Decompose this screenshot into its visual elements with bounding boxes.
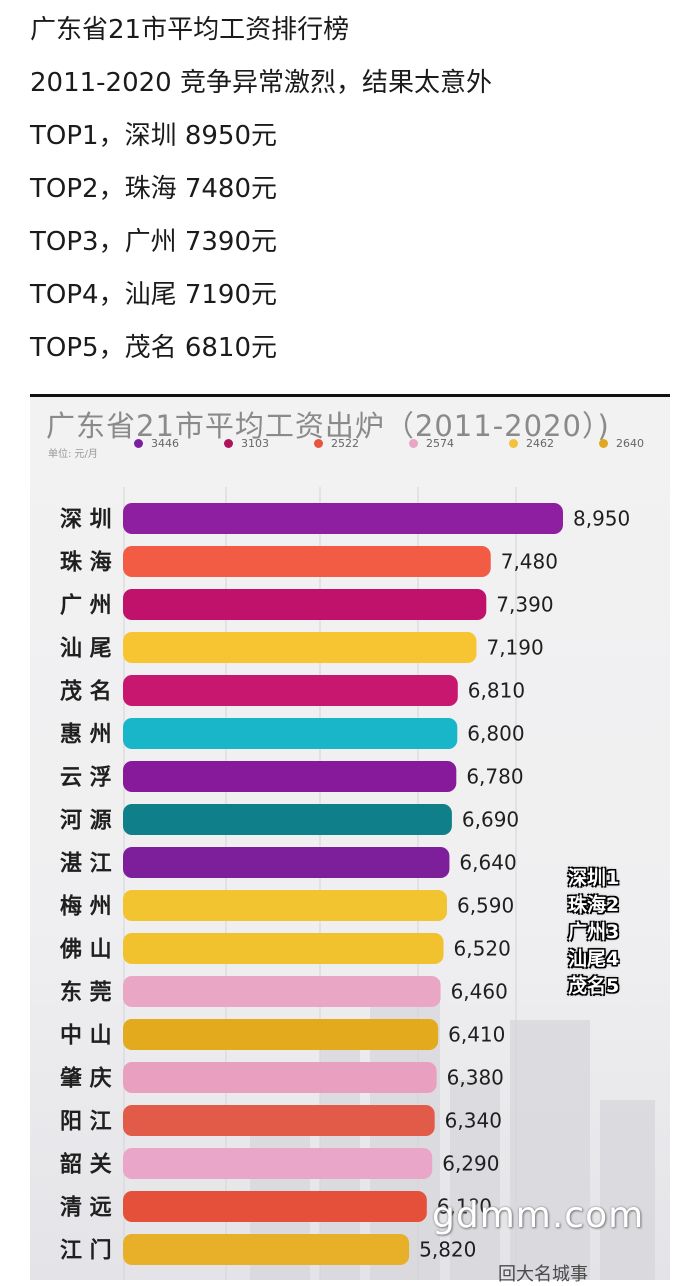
value-label: 6,340 [445, 1109, 502, 1133]
category-label: 中 山 [60, 1024, 112, 1049]
bar [123, 890, 447, 921]
post-top5: TOP5，茂名 6810元 [30, 333, 278, 363]
category-label: 肇 庆 [60, 1066, 112, 1092]
top5-annotation-line: 汕尾4 [568, 948, 620, 970]
bar [123, 1234, 410, 1265]
value-label: 7,390 [496, 593, 553, 617]
post-subtitle: 2011-2020 竞争异常激烈，结果太意外 [30, 68, 492, 98]
value-label: 6,590 [457, 894, 514, 918]
legend-label: 2522 [331, 437, 359, 450]
category-label: 韶 关 [60, 1152, 112, 1178]
chart-unit: 单位: 元/月 [48, 449, 98, 460]
bar [123, 675, 458, 706]
category-label: 东 莞 [60, 980, 112, 1006]
bar [123, 804, 452, 835]
legend-label: 3103 [241, 437, 269, 450]
legend-label: 2462 [526, 437, 554, 450]
value-label: 7,190 [486, 636, 543, 660]
site-watermark: gdmm.com [432, 1195, 645, 1236]
bar [123, 1105, 435, 1136]
bar [123, 589, 487, 620]
category-label: 阳 江 [60, 1110, 112, 1135]
value-label: 6,380 [447, 1066, 504, 1090]
divider-line [30, 394, 670, 397]
value-label: 6,640 [459, 851, 516, 875]
top5-annotation-line: 珠海2 [568, 894, 620, 916]
category-label: 河 源 [60, 809, 112, 834]
value-label: 8,950 [573, 507, 630, 531]
category-label: 梅 州 [60, 894, 112, 920]
category-label: 佛 山 [59, 938, 112, 963]
chart-title: 广东省21市平均工资出炉（2011-2020）) [46, 409, 610, 443]
post-top4: TOP4，汕尾 7190元 [30, 280, 278, 310]
bar [123, 632, 477, 663]
category-label: 云 浮 [60, 765, 112, 791]
bar [123, 847, 450, 878]
bar [123, 503, 563, 534]
legend-label: 2640 [616, 437, 644, 450]
bar [123, 933, 444, 964]
chart-image: 广东省21市平均工资出炉（2011-2020）) 单位: 元/月 3446 31… [30, 397, 670, 1280]
top5-annotation-line: 深圳1 [568, 867, 620, 889]
value-label: 6,690 [462, 808, 519, 832]
value-label: 6,460 [451, 980, 508, 1004]
value-label: 6,290 [442, 1152, 499, 1176]
footer-caption: 回大名城事 [498, 1264, 588, 1285]
category-label: 惠 州 [60, 723, 112, 748]
legend-item: 3103 [224, 437, 269, 450]
post-top3: TOP3，广州 7390元 [30, 227, 278, 257]
category-label: 汕 尾 [60, 637, 112, 662]
bar-chart-plot: 深 圳 8,950 珠 海 7,480 广 州 7,390 汕 尾 7,190 茂 名 6,810… [59, 487, 630, 1280]
bar [123, 546, 491, 577]
bar [123, 1148, 433, 1179]
value-label: 6,800 [467, 722, 524, 746]
post-top2: TOP2，珠海 7480元 [30, 174, 278, 204]
value-label: 6,520 [454, 937, 511, 961]
bar [123, 718, 458, 749]
legend-dot [409, 439, 418, 448]
legend-item: 2574 [409, 437, 454, 450]
category-label: 清 远 [60, 1195, 112, 1221]
bar [123, 1191, 427, 1222]
bar [123, 1019, 439, 1050]
chart-legend: 3446 3103 2522 2574 2462 2640 [134, 437, 664, 457]
legend-item: 3446 [134, 437, 179, 450]
legend-dot [224, 439, 233, 448]
legend-item: 2522 [314, 437, 359, 450]
category-label: 珠 海 [60, 550, 112, 576]
post-title: 广东省21市平均工资排行榜 [30, 15, 350, 45]
legend-dot [134, 439, 143, 448]
top5-annotation-line: 广州3 [568, 921, 620, 943]
category-label: 江 门 [60, 1238, 112, 1264]
post-top1: TOP1，深圳 8950元 [30, 121, 278, 151]
legend-dot [599, 439, 608, 448]
value-label: 6,410 [448, 1023, 505, 1047]
category-label: 广 州 [60, 593, 112, 619]
value-label: 6,810 [468, 679, 525, 703]
category-label: 深 圳 [60, 508, 112, 533]
legend-item: 2640 [599, 437, 644, 450]
category-label: 湛 江 [60, 851, 112, 877]
legend-label: 2574 [426, 437, 454, 450]
value-label: 6,780 [466, 765, 523, 789]
legend-dot [509, 439, 518, 448]
value-label: 7,480 [501, 550, 558, 574]
legend-label: 3446 [151, 437, 179, 450]
category-label: 茂 名 [60, 679, 112, 705]
legend-dot [314, 439, 323, 448]
bar [123, 976, 441, 1007]
value-label: 5,820 [419, 1238, 476, 1262]
legend-item: 2462 [509, 437, 554, 450]
top5-annotation-line: 茂名5 [568, 975, 620, 997]
top5-annotation: 深圳1 珠海2 广州3 汕尾4 茂名5 [568, 865, 619, 1000]
bar [123, 1062, 437, 1093]
bar [123, 761, 457, 792]
value-label: 6,1?0 [437, 1195, 492, 1219]
